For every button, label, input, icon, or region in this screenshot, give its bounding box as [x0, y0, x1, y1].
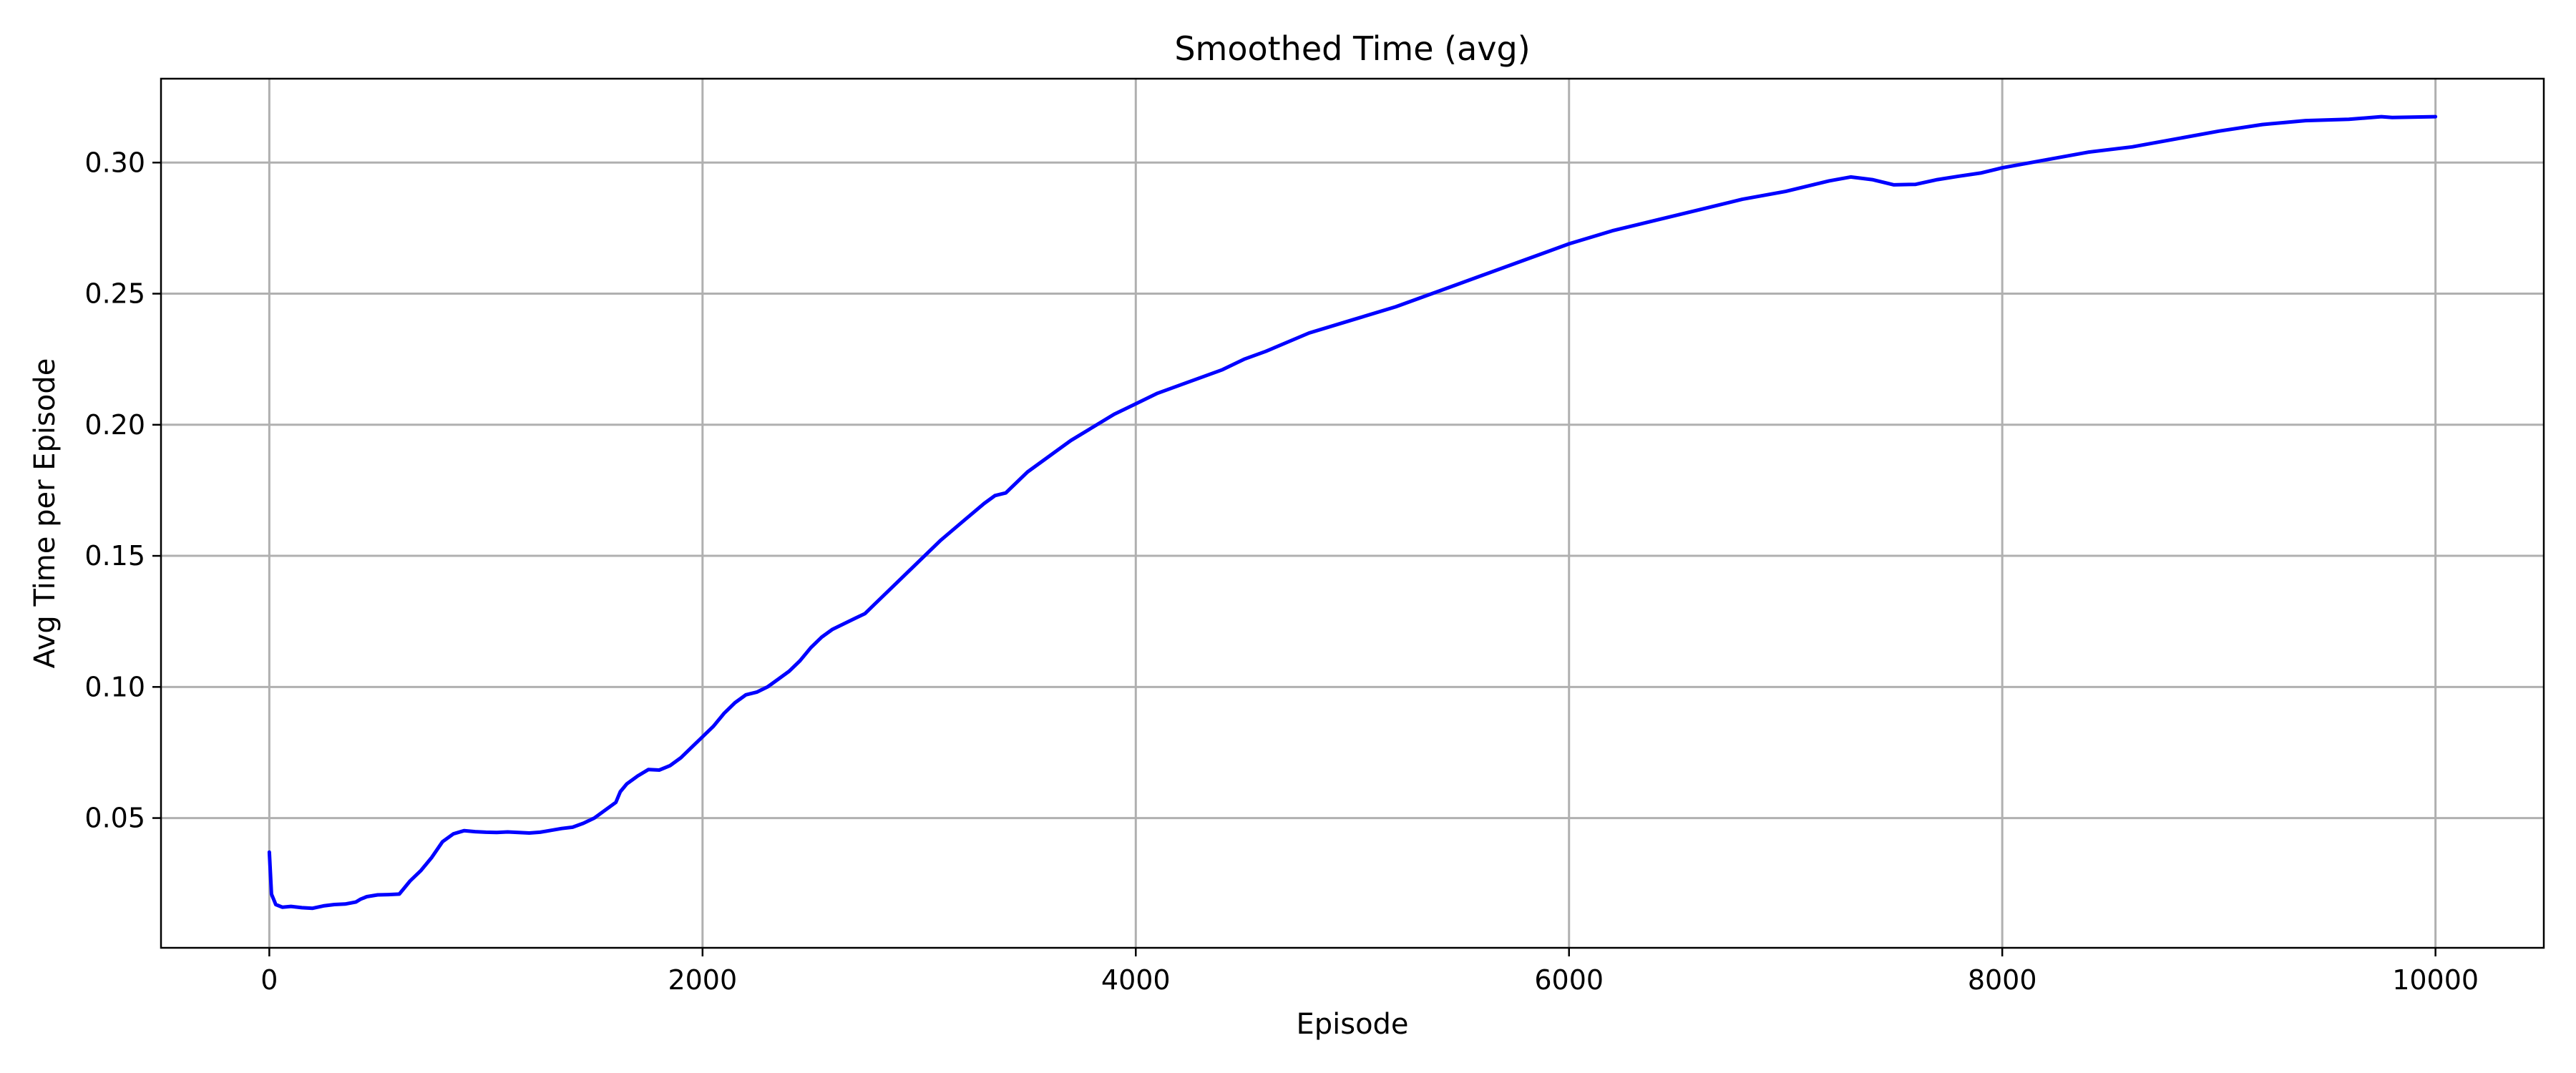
y-tick-label: 0.20	[84, 409, 145, 441]
x-tick-label: 0	[260, 964, 278, 996]
y-tick-label: 0.25	[84, 278, 145, 310]
y-tick-label: 0.15	[84, 540, 145, 572]
x-axis-label: Episode	[1296, 1008, 1408, 1041]
y-tick-label: 0.30	[84, 147, 145, 178]
ticks: 0 2000 4000 6000 8000 10000 0.05 0.10 0.15 0.20 0.…	[84, 147, 2479, 996]
x-tick-label: 2000	[668, 964, 737, 996]
series-line	[267, 114, 2438, 911]
y-axis-label: Avg Time per Episode	[29, 358, 62, 669]
chart-title: Smoothed Time (avg)	[1174, 29, 1530, 68]
y-tick-label: 0.10	[84, 671, 145, 702]
x-tick-label: 8000	[1968, 964, 2037, 996]
x-tick-label: 6000	[1534, 964, 1604, 996]
x-tick-label: 10000	[2392, 964, 2479, 996]
series-layer	[267, 114, 2438, 911]
plot-frame	[160, 77, 2545, 949]
x-tick-label: 4000	[1101, 964, 1171, 996]
y-tick-label: 0.05	[84, 803, 145, 834]
grid	[161, 79, 2544, 948]
